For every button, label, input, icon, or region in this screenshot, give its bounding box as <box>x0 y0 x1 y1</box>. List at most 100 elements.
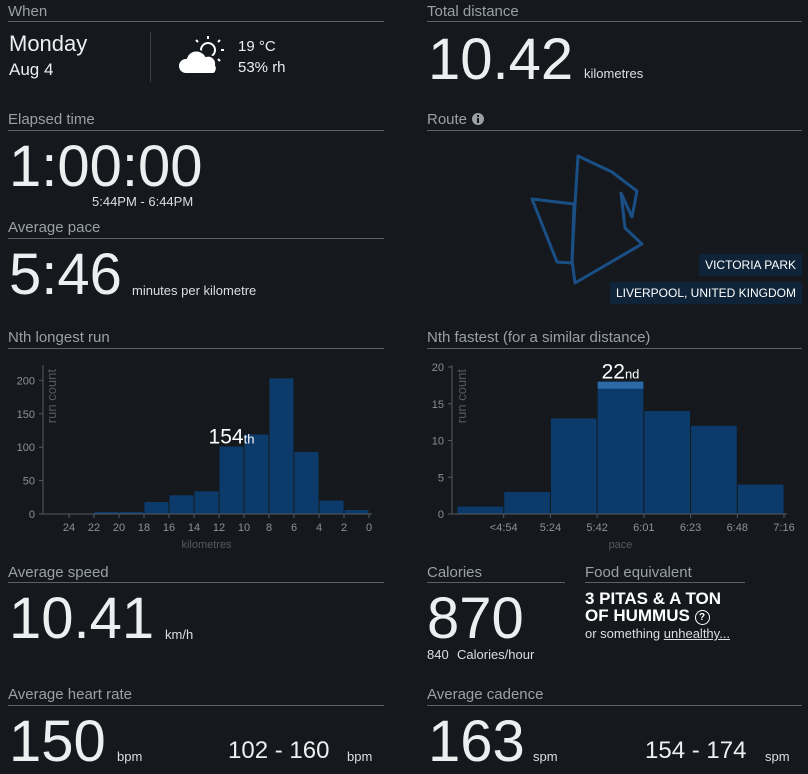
rank-suffix: nd <box>625 367 639 382</box>
x-tick-label: 8 <box>266 522 272 534</box>
rule <box>8 705 384 706</box>
x-tick-label: 16 <box>163 522 175 534</box>
bar-highlight <box>597 381 644 389</box>
y-tick-label: 20 <box>432 362 444 374</box>
y-axis-label: run count <box>454 369 469 424</box>
pace-value: 5:46 <box>9 242 122 307</box>
x-tick-label: 22 <box>88 522 100 534</box>
rule <box>8 582 384 583</box>
y-axis-label: run count <box>44 369 59 424</box>
y-tick-label: 5 <box>438 472 444 484</box>
bar <box>550 418 597 514</box>
cadence-range-unit: spm <box>765 749 790 764</box>
bar <box>244 434 269 514</box>
rule <box>427 705 802 706</box>
distance-unit: kilometres <box>584 66 644 81</box>
speed-value: 10.41 <box>9 586 155 651</box>
section-header: Average cadence <box>427 686 544 703</box>
section-header: Elapsed time <box>8 111 95 128</box>
bar <box>144 501 169 514</box>
date: Aug 4 <box>9 60 54 79</box>
x-tick-label: 18 <box>138 522 150 534</box>
heart-rate-value: 150 <box>9 709 106 774</box>
bar <box>457 506 504 514</box>
x-tick-label: 14 <box>188 522 200 534</box>
food-note: or something unhealthy... <box>585 627 730 640</box>
bar <box>94 511 119 514</box>
x-tick-label: 6:01 <box>633 522 654 534</box>
section-header: Food equivalent <box>585 564 692 581</box>
y-tick-label: 50 <box>23 476 35 488</box>
bar <box>737 484 784 514</box>
x-tick-label: 20 <box>113 522 125 534</box>
food-link[interactable]: unhealthy... <box>663 626 731 641</box>
calories-value: 870 <box>427 586 524 651</box>
place-label: VICTORIA PARK <box>699 254 802 276</box>
bar <box>504 491 550 514</box>
rule <box>8 238 384 239</box>
section-header: When <box>8 3 48 20</box>
section-header: Nth fastest (for a similar distance) <box>427 329 651 346</box>
bar <box>169 495 194 514</box>
section-header: Average heart rate <box>8 686 132 703</box>
rule <box>427 130 802 131</box>
elapsed-value: 1:00:00 <box>9 134 203 199</box>
y-tick-label: 0 <box>29 509 35 521</box>
x-tick-label: 5:24 <box>540 522 561 534</box>
rule <box>8 348 384 349</box>
cadence-value: 163 <box>428 709 525 774</box>
region-label: LIVERPOOL, UNITED KINGDOM <box>609 282 802 304</box>
x-tick-label: 7:16 <box>773 522 794 534</box>
rule <box>427 348 802 349</box>
section-header: Average pace <box>8 219 101 236</box>
rule <box>8 130 384 131</box>
chart: 0 5 10 15 20 <4:54 5:24 5:42 6:01 6:23 6:48 7:16 run… <box>432 361 795 551</box>
x-tick-label: 6:23 <box>680 522 701 534</box>
cadence-range: 154 - 174 <box>645 737 747 764</box>
help-icon[interactable]: ? <box>694 610 710 625</box>
section-header: Total distance <box>427 3 519 20</box>
y-tick-label: 200 <box>17 375 35 387</box>
y-tick-label: 10 <box>432 436 444 448</box>
time-range: 5:44PM - 6:44PM <box>92 194 194 209</box>
rank-annotation: 154th <box>209 426 255 449</box>
x-tick-label: 6 <box>291 522 297 534</box>
humidity: 53% rh <box>238 59 286 76</box>
bar <box>219 446 244 514</box>
section-header: Calories <box>427 564 483 581</box>
speed-unit: km/h <box>165 627 194 642</box>
section-header: Route <box>427 111 468 128</box>
x-tick-label: 2 <box>341 522 347 534</box>
rule <box>427 21 802 22</box>
rank-number: 22 <box>602 361 625 384</box>
rank-number: 154 <box>209 426 244 449</box>
x-tick-label: 6:48 <box>727 522 748 534</box>
calorie-rate-unit: Calories/hour <box>457 647 535 662</box>
calorie-rate: 840 <box>427 647 449 662</box>
cadence-unit: spm <box>533 749 558 764</box>
info-icon[interactable] <box>471 112 485 126</box>
pace-unit: minutes per kilometre <box>132 283 257 298</box>
bar <box>269 378 294 514</box>
x-tick-label: 10 <box>238 522 250 534</box>
day: Monday <box>9 31 88 56</box>
rank-suffix: th <box>244 432 255 447</box>
x-axis-label: kilometres <box>181 539 232 551</box>
section-header: Nth longest run <box>8 329 110 346</box>
heart-rate-range: 102 - 160 <box>228 737 330 764</box>
heart-rate-range-unit: bpm <box>347 749 373 764</box>
x-tick-label: <4:54 <box>490 522 518 534</box>
heart-rate-unit: bpm <box>117 749 143 764</box>
route-map <box>530 154 644 285</box>
bar <box>344 509 369 514</box>
rule <box>585 582 745 583</box>
bar <box>319 500 344 514</box>
x-tick-label: 24 <box>63 522 75 534</box>
bar <box>119 511 144 514</box>
bar <box>597 381 644 514</box>
x-tick-label: 12 <box>213 522 225 534</box>
y-tick-label: 15 <box>432 399 444 411</box>
y-tick-label: 100 <box>17 442 35 454</box>
